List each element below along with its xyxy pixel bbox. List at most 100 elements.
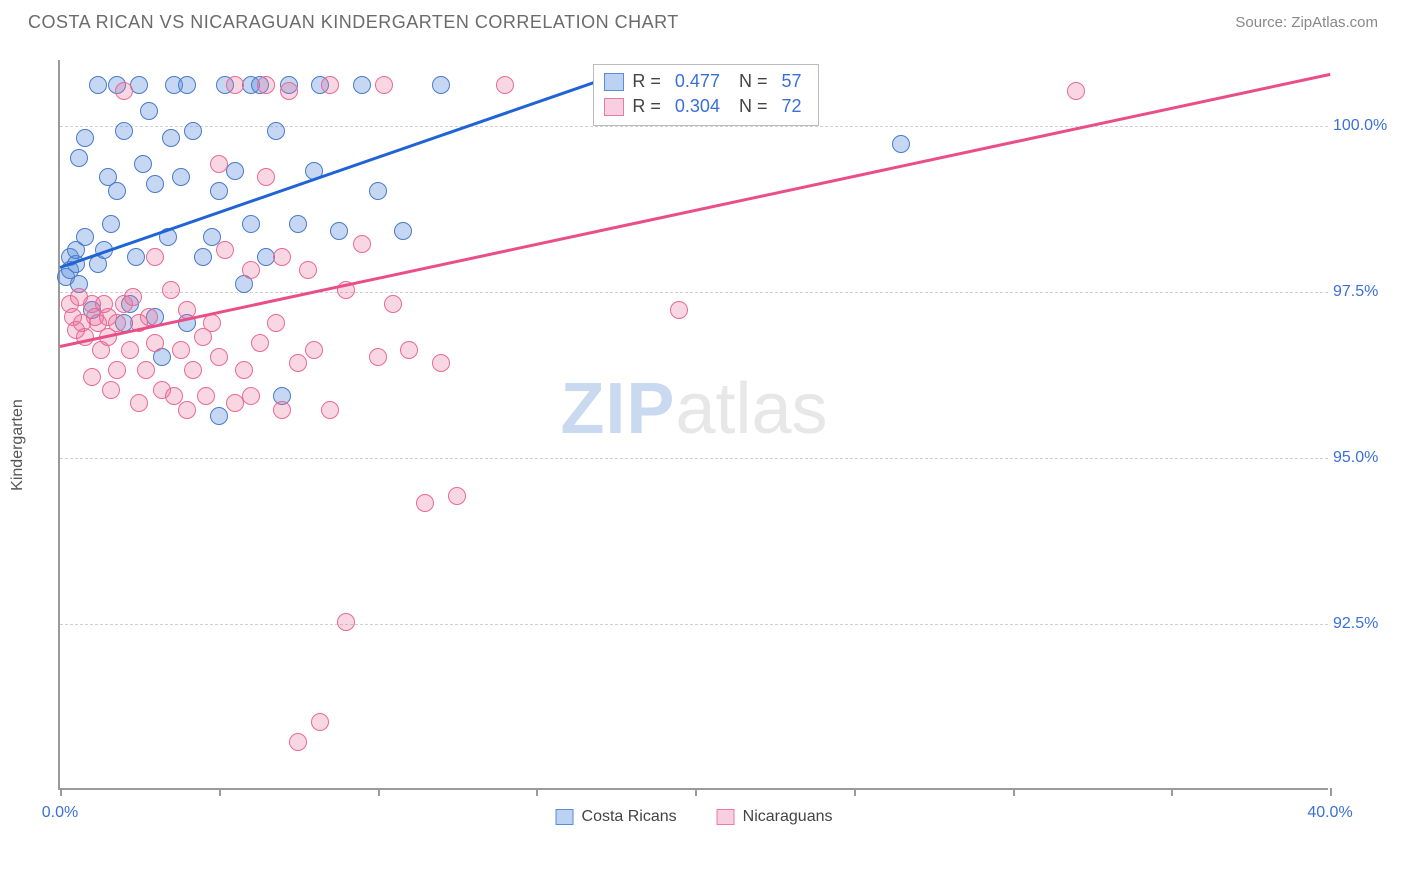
scatter-point	[115, 82, 133, 100]
scatter-point	[70, 149, 88, 167]
scatter-point	[330, 222, 348, 240]
scatter-point	[102, 215, 120, 233]
scatter-point	[448, 487, 466, 505]
scatter-point	[210, 407, 228, 425]
scatter-point	[127, 248, 145, 266]
gridline	[60, 458, 1328, 459]
y-tick-label: 92.5%	[1333, 615, 1388, 633]
scatter-point	[83, 368, 101, 386]
scatter-point	[289, 215, 307, 233]
x-tick	[219, 788, 221, 796]
legend-item: Nicaraguans	[717, 808, 833, 826]
scatter-point	[289, 354, 307, 372]
scatter-point	[496, 76, 514, 94]
scatter-point	[194, 248, 212, 266]
scatter-point	[416, 494, 434, 512]
scatter-point	[242, 387, 260, 405]
stat-r-label: R =	[632, 96, 661, 117]
scatter-point	[178, 401, 196, 419]
scatter-point	[394, 222, 412, 240]
scatter-point	[321, 76, 339, 94]
watermark-zip: ZIP	[560, 369, 675, 449]
scatter-point	[375, 76, 393, 94]
x-axis-legend: Costa Ricans Nicaraguans	[556, 808, 833, 826]
scatter-point	[76, 228, 94, 246]
scatter-point	[172, 168, 190, 186]
scatter-point	[89, 76, 107, 94]
scatter-point	[140, 308, 158, 326]
scatter-point	[146, 248, 164, 266]
stat-n-label: N =	[734, 96, 768, 117]
stat-r-value: 0.304	[675, 96, 720, 117]
legend-swatch	[717, 809, 735, 825]
legend-item: Costa Ricans	[556, 808, 677, 826]
stat-n-value: 57	[781, 71, 801, 92]
stat-n-value: 72	[781, 96, 801, 117]
scatter-point	[210, 348, 228, 366]
scatter-point	[137, 361, 155, 379]
x-tick	[1171, 788, 1173, 796]
x-tick-label: 40.0%	[1307, 804, 1352, 822]
scatter-point	[432, 76, 450, 94]
scatter-point	[102, 381, 120, 399]
scatter-point	[311, 713, 329, 731]
scatter-point	[226, 76, 244, 94]
stat-r-label: R =	[632, 71, 661, 92]
scatter-point	[267, 314, 285, 332]
scatter-point	[210, 182, 228, 200]
scatter-point	[432, 354, 450, 372]
chart-title: COSTA RICAN VS NICARAGUAN KINDERGARTEN C…	[28, 12, 679, 33]
plot-area: ZIPatlas 92.5%95.0%97.5%100.0%0.0%40.0%R…	[58, 60, 1328, 790]
scatter-point	[108, 182, 126, 200]
y-axis-label: Kindergarten	[9, 399, 27, 491]
scatter-point	[369, 348, 387, 366]
scatter-point	[299, 261, 317, 279]
stats-row: R = 0.304 N = 72	[604, 94, 807, 119]
scatter-point	[130, 76, 148, 94]
gridline	[60, 126, 1328, 127]
x-tick	[378, 788, 380, 796]
scatter-point	[384, 295, 402, 313]
scatter-point	[257, 168, 275, 186]
scatter-point	[267, 122, 285, 140]
x-tick	[536, 788, 538, 796]
scatter-point	[178, 76, 196, 94]
x-tick	[854, 788, 856, 796]
scatter-point	[121, 341, 139, 359]
scatter-point	[251, 334, 269, 352]
scatter-point	[184, 122, 202, 140]
source-prefix: Source:	[1235, 14, 1291, 31]
scatter-point	[289, 733, 307, 751]
stats-legend-box: R = 0.477 N = 57 R = 0.304 N = 72	[593, 64, 818, 126]
scatter-point	[172, 341, 190, 359]
scatter-point	[162, 129, 180, 147]
scatter-point	[305, 341, 323, 359]
scatter-point	[273, 248, 291, 266]
scatter-point	[670, 301, 688, 319]
scatter-point	[369, 182, 387, 200]
legend-swatch	[556, 809, 574, 825]
scatter-point	[108, 314, 126, 332]
scatter-point	[124, 288, 142, 306]
watermark: ZIPatlas	[560, 368, 827, 450]
series-swatch	[604, 98, 624, 116]
stat-n-label: N =	[734, 71, 768, 92]
source-link[interactable]: ZipAtlas.com	[1291, 14, 1378, 31]
gridline	[60, 624, 1328, 625]
scatter-point	[140, 102, 158, 120]
y-tick-label: 95.0%	[1333, 449, 1388, 467]
scatter-point	[1067, 82, 1085, 100]
scatter-point	[197, 387, 215, 405]
x-tick	[60, 788, 62, 796]
scatter-point	[273, 401, 291, 419]
legend-label: Nicaraguans	[743, 808, 833, 826]
y-tick-label: 97.5%	[1333, 283, 1388, 301]
scatter-point	[76, 129, 94, 147]
legend-label: Costa Ricans	[582, 808, 677, 826]
series-swatch	[604, 73, 624, 91]
scatter-point	[242, 215, 260, 233]
x-tick	[1330, 788, 1332, 796]
stat-r-value: 0.477	[675, 71, 720, 92]
stats-row: R = 0.477 N = 57	[604, 69, 807, 94]
scatter-point	[235, 361, 253, 379]
